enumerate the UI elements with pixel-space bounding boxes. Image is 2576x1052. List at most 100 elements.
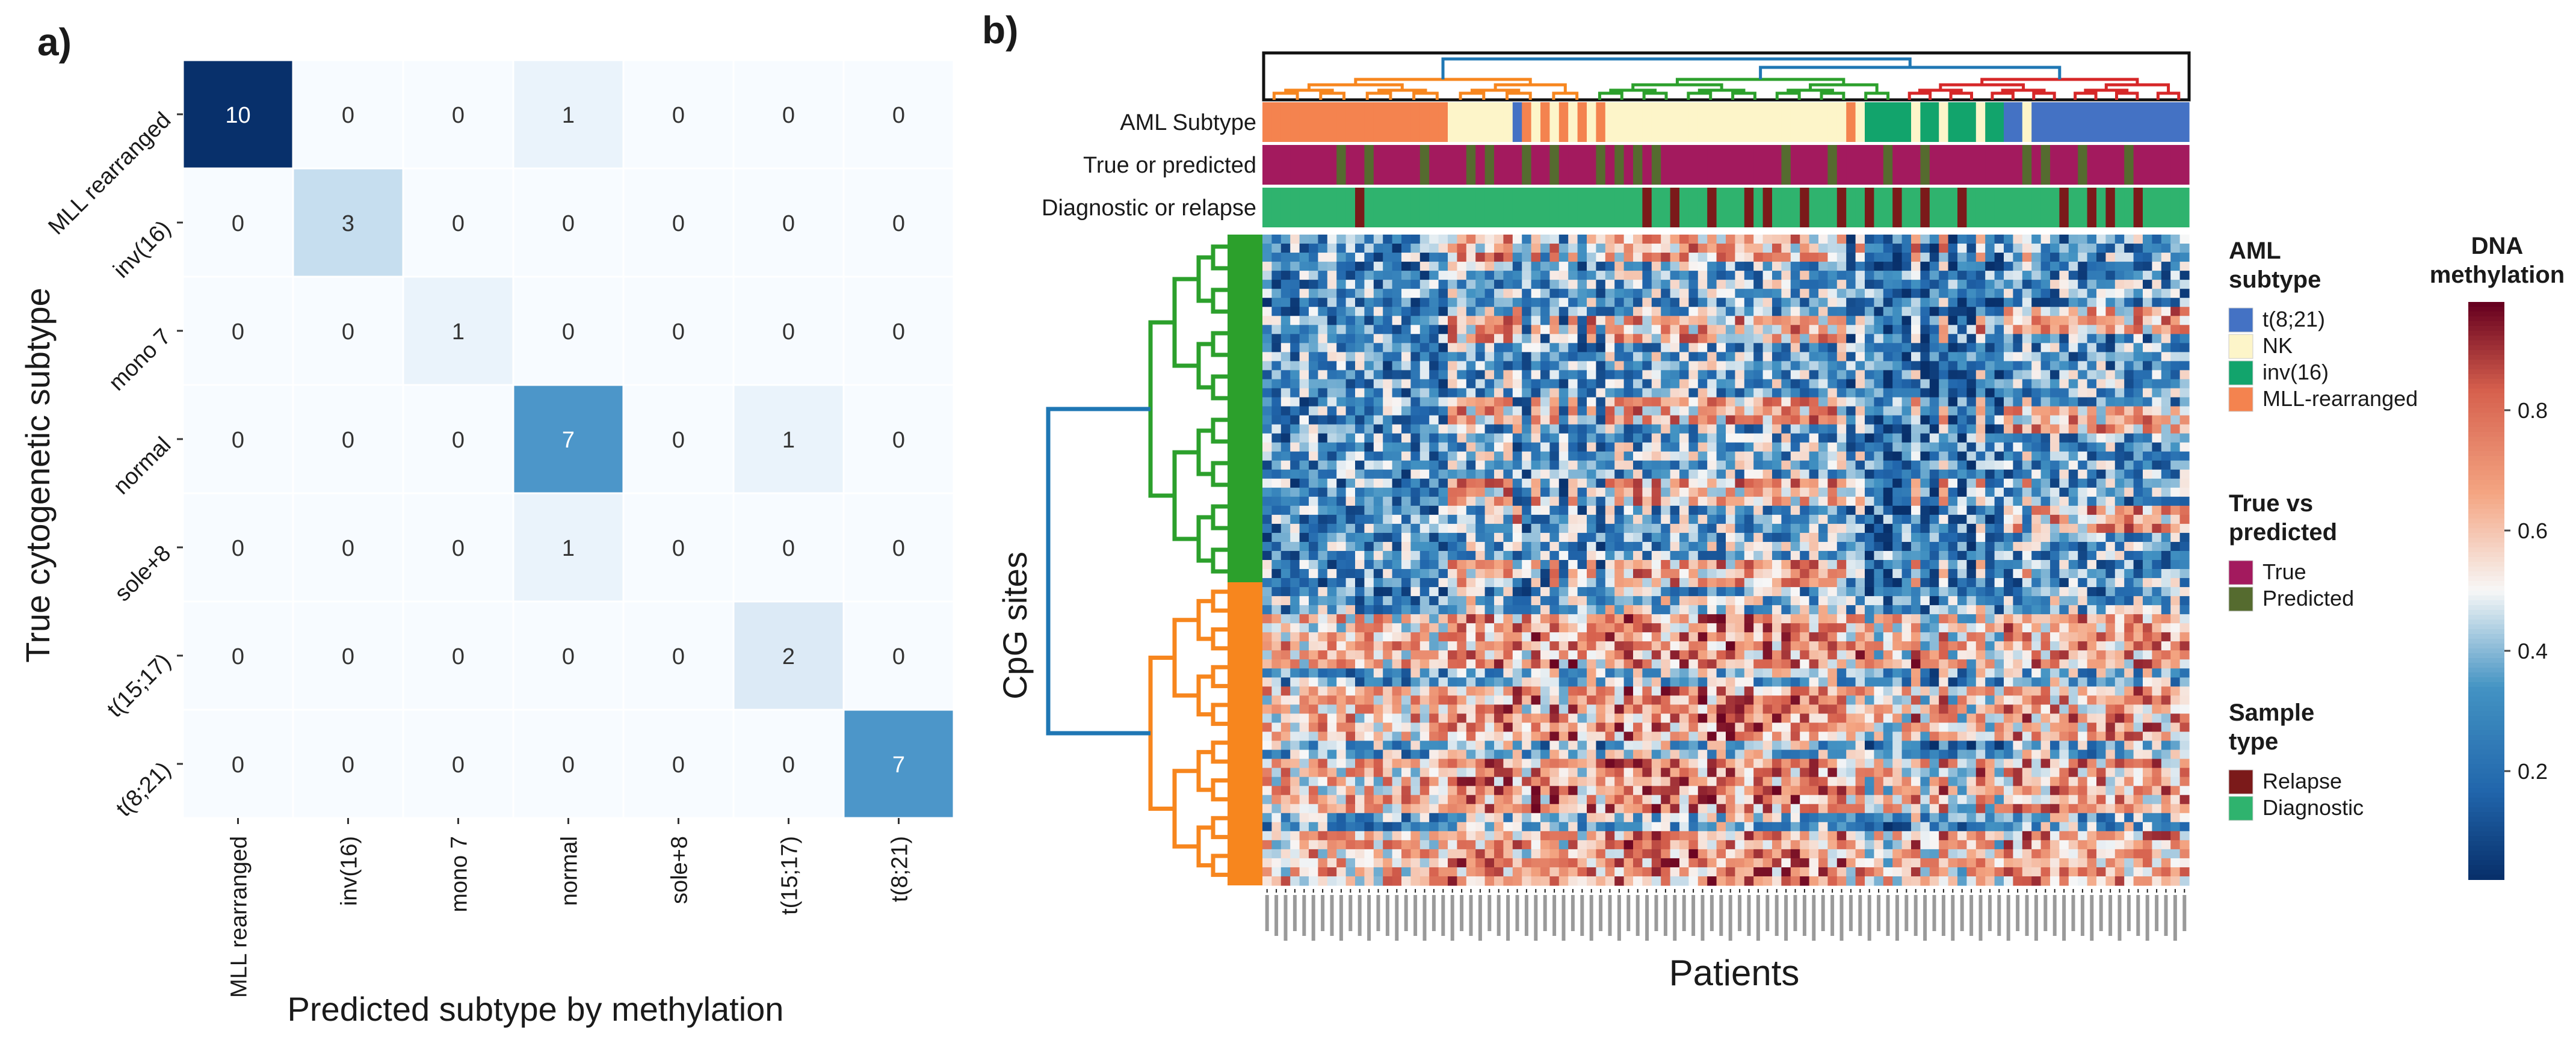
heatmap-cell xyxy=(1401,262,1411,271)
heatmap-cell xyxy=(1280,578,1291,588)
sample-type-annotation-cell xyxy=(1929,188,1939,227)
heatmap-cell xyxy=(1466,343,1476,352)
heatmap-cell xyxy=(1735,505,1745,515)
subtype-annotation-cell xyxy=(1484,102,1495,142)
heatmap-cell xyxy=(1809,235,1819,244)
heatmap-cell xyxy=(1345,415,1356,425)
heatmap-cell xyxy=(1790,379,1800,389)
sample-type-annotation-cell xyxy=(1364,188,1374,227)
heatmap-cell xyxy=(1911,289,1921,298)
heatmap-cell xyxy=(1726,424,1735,434)
heatmap-cell xyxy=(1911,605,1921,615)
heatmap-cell xyxy=(2152,505,2162,515)
heatmap-cell xyxy=(1716,271,1726,280)
heatmap-cell xyxy=(1697,235,1708,244)
heatmap-cell xyxy=(1271,235,1282,244)
heatmap-cell xyxy=(1503,433,1513,443)
prediction-annotation-cell xyxy=(1318,145,1328,185)
heatmap-cell xyxy=(1865,578,1874,588)
heatmap-cell xyxy=(2004,334,2013,343)
heatmap-cell xyxy=(1345,550,1356,561)
confusion-matrix: 10 0 0 1 0 0 00 3 0 0 0 0 00 0 1 0 0 0 00 0 0 7 0 1 00 0 0 1 0 0 00 0 0 0… xyxy=(182,59,955,819)
heatmap-cell xyxy=(1309,253,1318,262)
heatmap-cell xyxy=(2161,487,2171,497)
heatmap-cell xyxy=(1874,569,1884,579)
heatmap-cell xyxy=(1642,514,1652,524)
heatmap-cell xyxy=(1484,451,1495,461)
heatmap-cell xyxy=(1679,379,1689,389)
heatmap-cell xyxy=(1753,623,1764,633)
heatmap-cell xyxy=(2105,352,2116,361)
heatmap-cell xyxy=(2133,496,2143,506)
heatmap-cell xyxy=(1697,623,1708,633)
heatmap-cell xyxy=(1939,514,1949,524)
heatmap-cell xyxy=(1568,352,1578,361)
heatmap-cell xyxy=(1419,388,1430,398)
heatmap-cell xyxy=(1855,442,1865,452)
heatmap-cell xyxy=(1448,605,1457,615)
heatmap-cell xyxy=(1939,388,1949,398)
heatmap-cell xyxy=(2143,406,2152,416)
sample-type-annotation-cell xyxy=(1540,188,1550,227)
subtype-annotation-cell xyxy=(2161,102,2171,142)
heatmap-cell xyxy=(1818,451,1828,461)
heatmap-cell xyxy=(1753,370,1764,380)
heatmap-cell xyxy=(1642,550,1652,561)
heatmap-cell xyxy=(1846,352,1856,361)
heatmap-cell xyxy=(1679,632,1689,642)
heatmap-cell xyxy=(1985,235,1995,244)
heatmap-cell xyxy=(1466,596,1476,606)
heatmap-cell xyxy=(1772,578,1782,588)
heatmap-cell xyxy=(1939,523,1949,534)
heatmap-cell xyxy=(2124,343,2134,352)
heatmap-cell xyxy=(1633,280,1643,289)
heatmap-cell xyxy=(1697,541,1708,552)
heatmap-cell xyxy=(2133,623,2143,633)
heatmap-cell xyxy=(1772,388,1782,398)
heatmap-cell xyxy=(1410,379,1421,389)
heatmap-cell xyxy=(2133,469,2143,479)
heatmap-cell xyxy=(1874,541,1884,552)
heatmap-cell xyxy=(1707,316,1717,325)
heatmap-cell xyxy=(1781,262,1791,271)
heatmap-cell xyxy=(1707,388,1717,398)
heatmap-cell xyxy=(1651,235,1661,244)
heatmap-cell xyxy=(1540,244,1550,253)
heatmap-cell xyxy=(1392,271,1402,280)
heatmap-cell xyxy=(1716,460,1726,470)
heatmap-cell xyxy=(2133,262,2143,271)
heatmap-cell xyxy=(1726,442,1735,452)
heatmap-cell xyxy=(1290,605,1300,615)
heatmap-cell xyxy=(1587,560,1596,570)
heatmap-cell xyxy=(1540,370,1550,380)
heatmap-cell xyxy=(2161,469,2171,479)
heatmap-cell xyxy=(1975,478,1986,488)
heatmap-cell xyxy=(2050,451,2060,461)
heatmap-cell xyxy=(1707,433,1717,443)
heatmap-cell xyxy=(1327,541,1337,552)
heatmap-cell xyxy=(1901,632,1912,642)
heatmap-cell xyxy=(2013,569,2023,579)
heatmap-cell xyxy=(1661,343,1671,352)
heatmap-cell xyxy=(1865,325,1874,334)
heatmap-cell xyxy=(2179,334,2190,343)
heatmap-cell xyxy=(1475,352,1486,361)
heatmap-cell xyxy=(1568,487,1578,497)
heatmap-cell xyxy=(1790,514,1800,524)
heatmap-cell xyxy=(1855,379,1865,389)
heatmap-cell xyxy=(1939,560,1949,570)
heatmap-cell xyxy=(1318,352,1328,361)
heatmap-cell xyxy=(1855,550,1865,561)
heatmap-cell xyxy=(1345,605,1356,615)
heatmap-cell xyxy=(2059,469,2069,479)
heatmap-cell xyxy=(1448,289,1457,298)
heatmap-cell xyxy=(1568,505,1578,515)
heatmap-cell xyxy=(2013,280,2023,289)
heatmap-cell xyxy=(1494,469,1504,479)
heatmap-cell xyxy=(1448,316,1457,325)
heatmap-cell xyxy=(1355,605,1365,615)
heatmap-cell xyxy=(1457,451,1467,461)
heatmap-cell xyxy=(1781,280,1791,289)
heatmap-cell xyxy=(2152,298,2162,307)
heatmap-cell xyxy=(1697,316,1708,325)
